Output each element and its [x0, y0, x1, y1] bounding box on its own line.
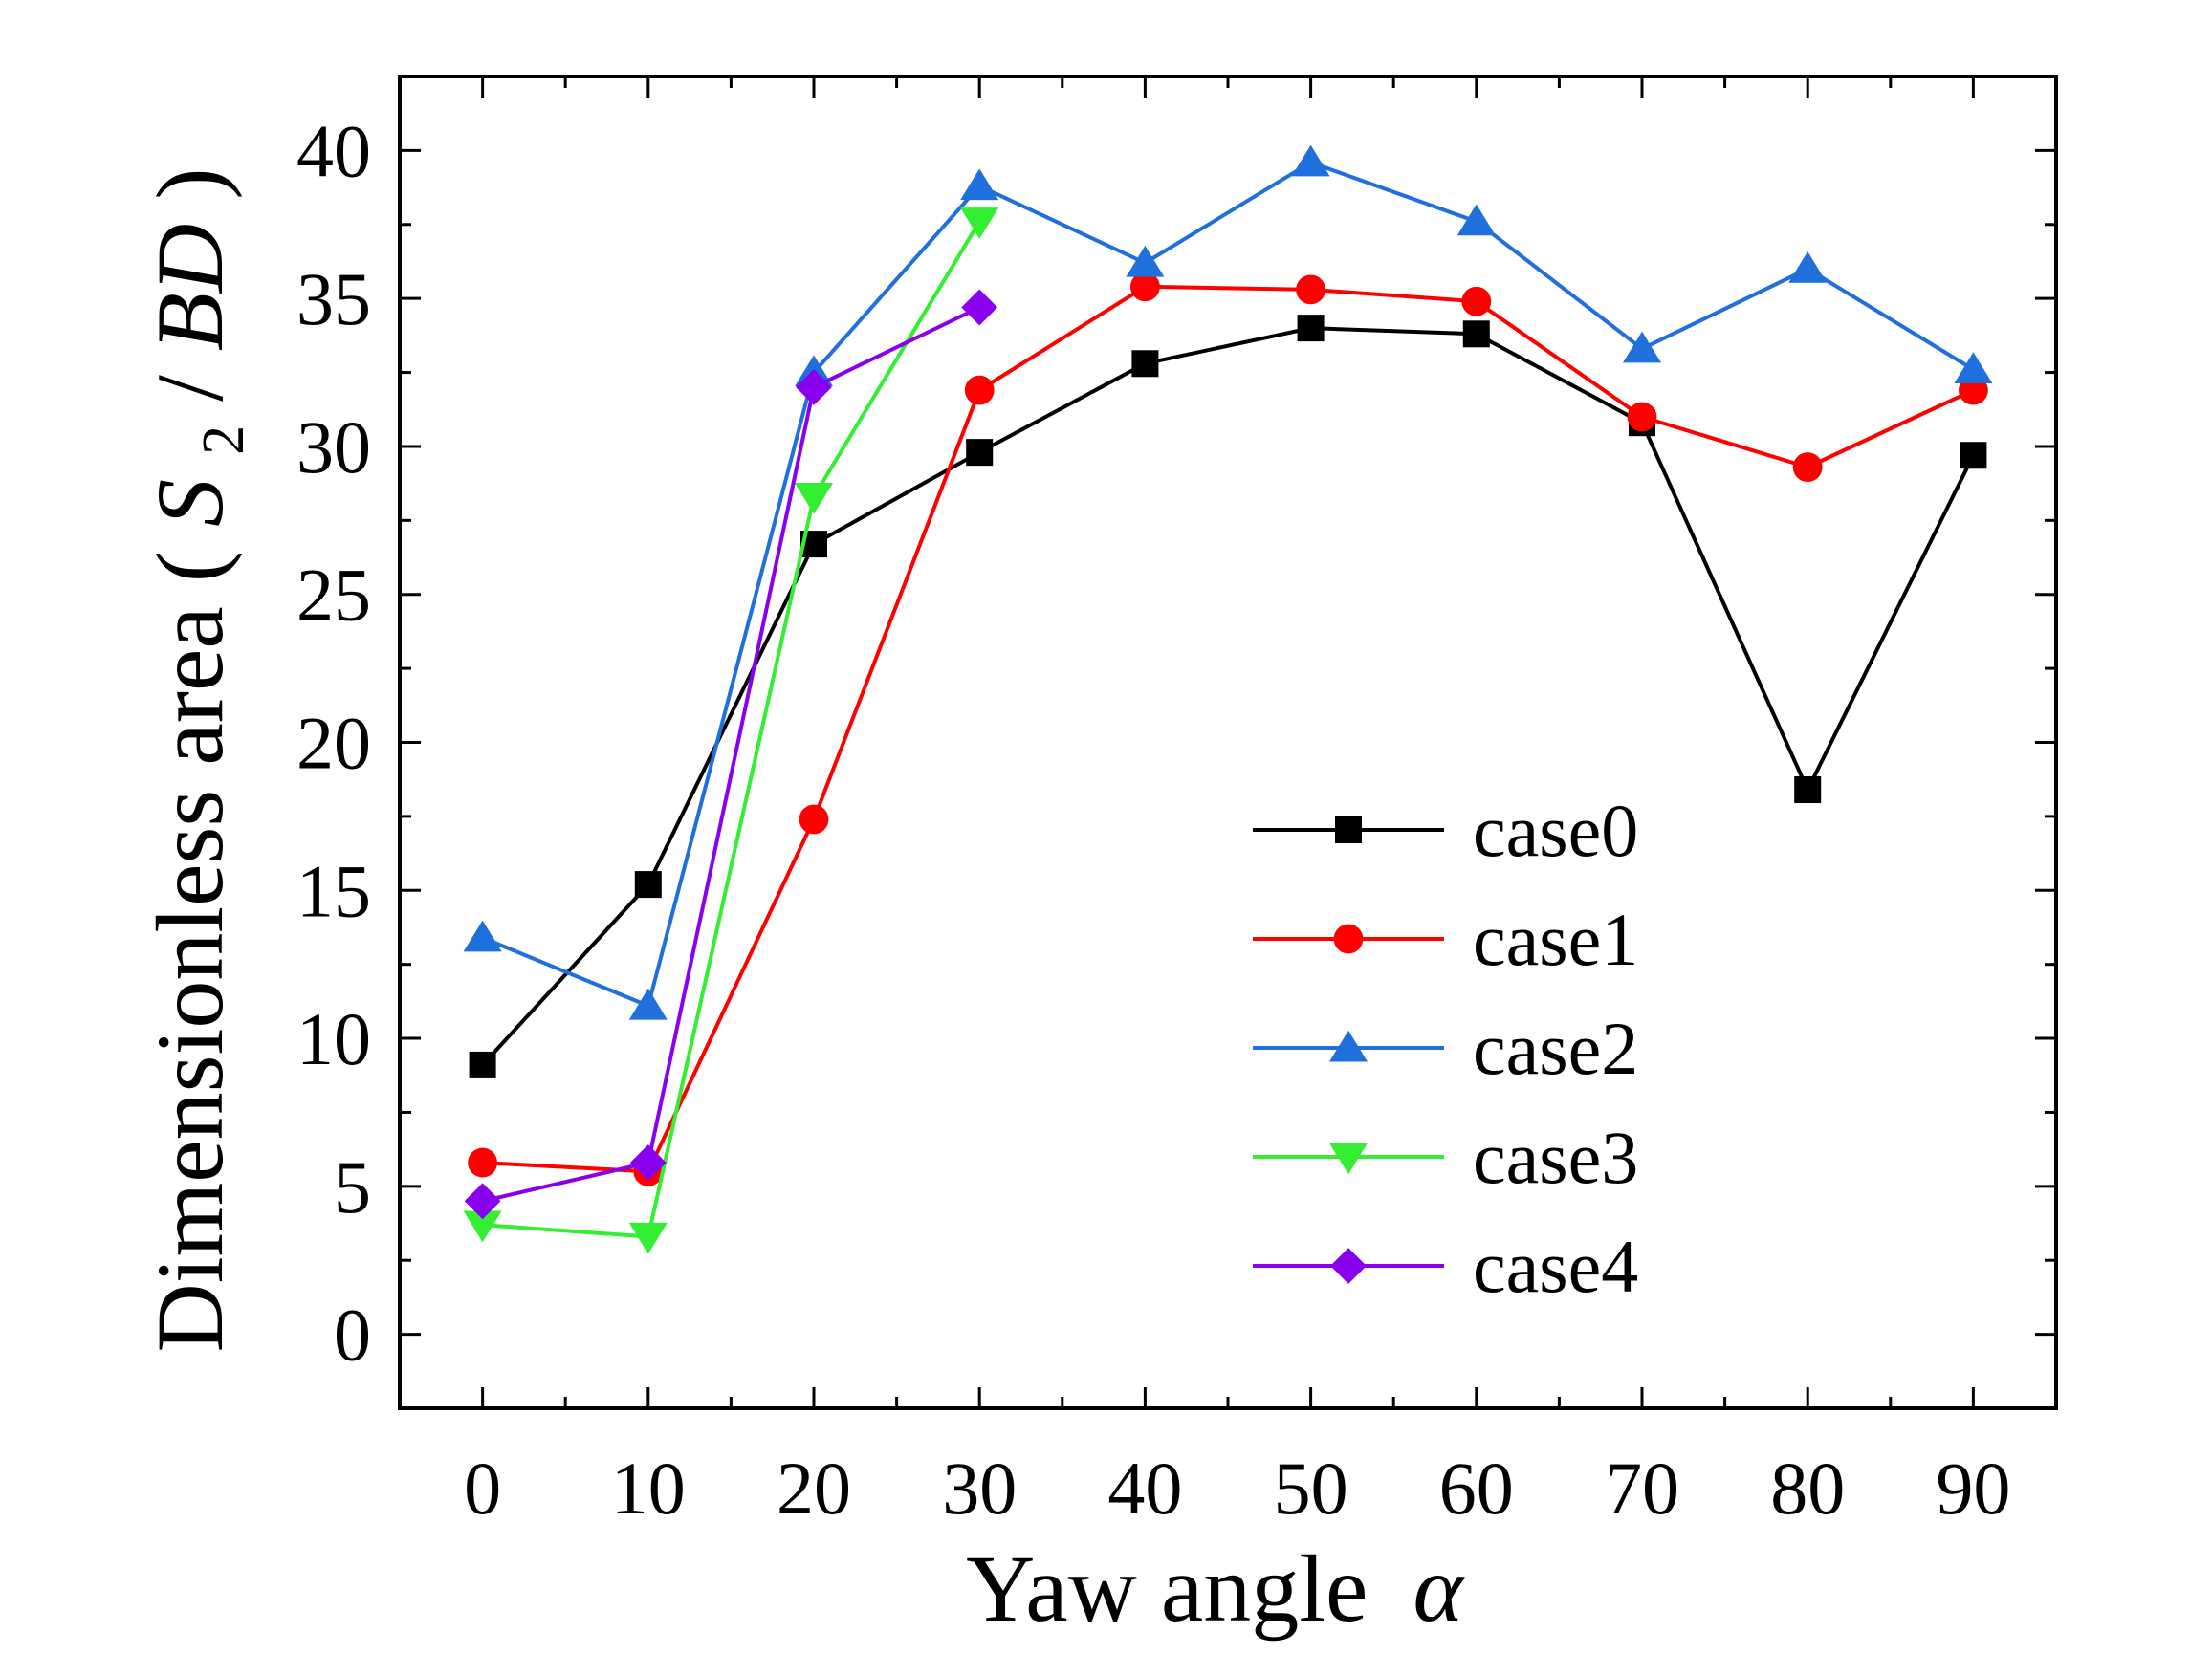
legend-label: case3 [1473, 1116, 1638, 1199]
legend-item-case3: case3 [1253, 1116, 1638, 1199]
y-axis-title-s: S [137, 479, 243, 527]
y-axis-title-text: Dimensionless area ( [137, 551, 243, 1353]
data-point-case1 [1296, 274, 1325, 305]
y-tick-label: 40 [296, 109, 371, 192]
data-point-case0 [634, 871, 662, 899]
y-axis-title-slash: / [137, 375, 243, 402]
data-point-case2 [463, 920, 502, 952]
plot-frame [398, 75, 2058, 1410]
series-layer [463, 144, 1993, 1254]
series-case2 [463, 144, 1993, 1020]
tick-labels: 0 10 20 30 40 50 60 70 80 90 0 5 10 15 20 25 30 35 40 [296, 109, 2010, 1530]
x-tick-label: 0 [464, 1447, 501, 1530]
x-tick-label: 80 [1770, 1447, 1845, 1530]
y-tick-label: 0 [334, 1294, 371, 1377]
legend-marker [1330, 1248, 1367, 1284]
data-point-case2 [960, 168, 999, 201]
data-point-case4 [464, 1183, 501, 1220]
legend-item-case4: case4 [1253, 1225, 1638, 1308]
data-point-case1 [1130, 272, 1160, 302]
series-line-case4 [482, 305, 981, 1204]
x-axis-title-symbol: α [1413, 1535, 1465, 1642]
data-point-case0 [469, 1051, 496, 1078]
legend-label: case1 [1473, 898, 1638, 981]
legend-label: case0 [1473, 789, 1638, 872]
data-point-case3 [794, 483, 834, 514]
x-tick-label: 70 [1605, 1447, 1679, 1530]
x-tick-label: 20 [777, 1447, 851, 1530]
series-line-case0 [481, 326, 1976, 1067]
y-tick-label: 15 [296, 849, 371, 932]
data-point-case0 [966, 439, 994, 467]
data-point-case2 [1954, 352, 1993, 384]
y-tick-label: 25 [296, 554, 371, 637]
legend-label: case4 [1473, 1225, 1638, 1308]
legend-marker [1333, 924, 1364, 954]
data-point-case1 [1627, 402, 1657, 432]
x-tick-label: 10 [611, 1447, 686, 1530]
data-point-case1 [799, 804, 829, 835]
data-point-case1 [1461, 286, 1492, 316]
data-point-case3 [960, 207, 999, 239]
x-axis-title: Yaw angle α [966, 1535, 1465, 1642]
data-point-case2 [1622, 331, 1662, 363]
data-point-case0 [1794, 776, 1822, 804]
series-case1 [468, 272, 1988, 1186]
y-tick-label: 20 [296, 702, 371, 785]
data-point-case4 [961, 289, 998, 326]
x-tick-label: 60 [1439, 1447, 1514, 1530]
series-line-case2 [481, 160, 1975, 1009]
x-tick-label: 90 [1936, 1447, 2010, 1530]
y-tick-label: 5 [334, 1145, 371, 1229]
data-point-case0 [1960, 442, 1987, 469]
legend-marker [1328, 1030, 1369, 1062]
x-tick-label: 50 [1274, 1447, 1348, 1530]
data-point-case2 [1126, 245, 1165, 277]
data-point-case1 [964, 375, 995, 405]
series-line-case1 [482, 284, 1975, 1174]
y-tick-label: 10 [296, 997, 371, 1080]
y-axis-title-subscript: 2 [191, 425, 256, 455]
legend-item-case2: case2 [1253, 1007, 1638, 1090]
series-case4 [464, 289, 998, 1220]
series-case0 [469, 315, 1987, 1078]
y-axis-title: Dimensionless area ( S 2 / BD ) [137, 167, 264, 1352]
legend-item-case0: case0 [1253, 789, 1638, 872]
y-axis-title-close: ) [137, 167, 243, 199]
x-tick-label: 30 [942, 1447, 1017, 1530]
series-case3 [463, 207, 999, 1254]
data-point-case0 [1297, 315, 1325, 342]
x-tick-label: 40 [1107, 1447, 1182, 1530]
legend-marker [1335, 816, 1362, 843]
data-point-case2 [1788, 251, 1828, 283]
y-tick-label: 35 [296, 257, 371, 340]
data-point-case2 [1456, 204, 1496, 236]
data-point-case4 [629, 1144, 667, 1181]
legend-item-case1: case1 [1253, 898, 1638, 981]
x-axis-title-text: Yaw angle [966, 1535, 1368, 1642]
y-tick-label: 30 [296, 405, 371, 489]
y-axis-title-bd: BD [137, 224, 243, 351]
data-point-case0 [1462, 320, 1490, 348]
data-point-case0 [1131, 350, 1159, 378]
legend: case0 case1 case2 case3 case4 [1253, 789, 1638, 1308]
data-point-case3 [463, 1210, 502, 1243]
data-point-case3 [628, 1222, 668, 1254]
data-point-case2 [1291, 144, 1330, 177]
legend-label: case2 [1473, 1007, 1638, 1090]
data-point-case4 [796, 369, 832, 405]
series-line-case3 [482, 220, 981, 1239]
legend-marker [1328, 1143, 1369, 1175]
data-point-case2 [628, 988, 668, 1020]
data-point-case1 [468, 1147, 497, 1178]
data-point-case1 [1792, 452, 1823, 483]
